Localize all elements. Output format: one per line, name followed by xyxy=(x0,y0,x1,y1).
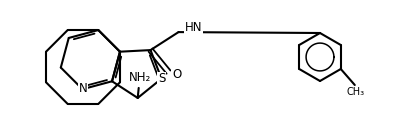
Text: NH₂: NH₂ xyxy=(128,71,151,84)
Text: HN: HN xyxy=(185,21,202,34)
Text: N: N xyxy=(79,82,88,95)
Text: CH₃: CH₃ xyxy=(347,87,365,97)
Text: O: O xyxy=(172,68,181,81)
Text: S: S xyxy=(158,72,165,85)
